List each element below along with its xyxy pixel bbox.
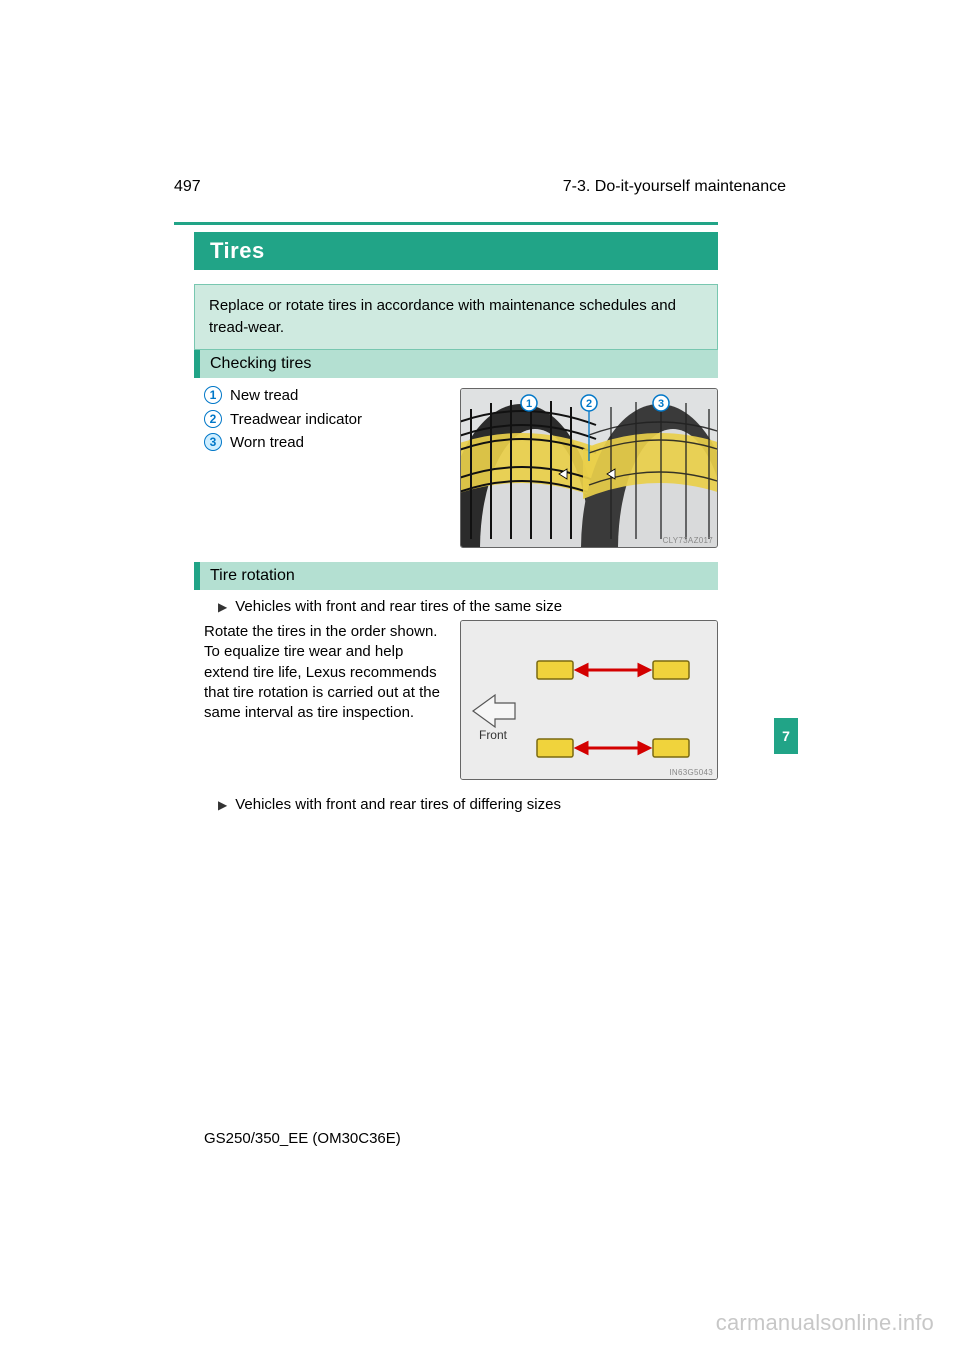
subheader-text: Tire rotation (210, 567, 295, 585)
subheader-text: Checking tires (210, 355, 311, 373)
case-label: Vehicles with front and rear tires of di… (235, 796, 561, 813)
doc-code-text: GS250/350_EE (OM30C36E) (204, 1130, 401, 1147)
checking-tires-list: 1 New tread 2 Treadwear indicator 3 Worn… (204, 386, 434, 457)
doc-code: GS250/350_EE (OM30C36E) (204, 1130, 401, 1147)
list-item: 2 Treadwear indicator (204, 410, 434, 430)
svg-text:3: 3 (658, 398, 664, 410)
figure-ref: CLY73AZ017 (663, 536, 713, 545)
rotation-paragraph: Rotate the tires in the order shown.To e… (204, 622, 444, 723)
marker-3-icon: 3 (204, 433, 222, 451)
title-text: Tires (210, 238, 265, 264)
svg-text:2: 2 (586, 398, 592, 410)
svg-text:1: 1 (526, 398, 532, 410)
rotation-case-2: ▶ Vehicles with front and rear tires of … (218, 796, 561, 813)
figure-rotation-diagram: Front IN63G5043 (460, 620, 718, 780)
tire-illustration-svg: 1 2 3 (461, 389, 718, 548)
marker-2-icon: 2 (204, 410, 222, 428)
list-item-label: New tread (230, 386, 298, 406)
arrow-right-icon: ▶ (218, 600, 227, 614)
subheader-checking-tires: Checking tires (194, 350, 718, 378)
section-path: 7-3. Do-it-yourself maintenance (563, 178, 786, 196)
rotation-case-1: ▶ Vehicles with front and rear tires of … (218, 598, 562, 615)
intro-box: Replace or rotate tires in accordance wi… (194, 284, 718, 350)
list-item-label: Treadwear indicator (230, 410, 362, 430)
svg-text:Front: Front (479, 728, 508, 742)
list-item: 3 Worn tread (204, 433, 434, 453)
list-item: 1 New tread (204, 386, 434, 406)
intro-text: Replace or rotate tires in accordance wi… (209, 297, 676, 336)
title-bar: Tires (194, 232, 718, 270)
rotation-diagram-svg: Front (461, 621, 718, 780)
case-label: Vehicles with front and rear tires of th… (235, 598, 562, 615)
manual-page: 497 7-3. Do-it-yourself maintenance Tire… (0, 0, 960, 1358)
figure-tire-tread: 1 2 3 CLY73AZ017 (460, 388, 718, 548)
header-rule (174, 222, 718, 225)
page-number: 497 (174, 178, 201, 196)
list-item-label: Worn tread (230, 433, 304, 453)
chapter-tab: 7 (774, 718, 798, 754)
figure-ref: IN63G5043 (669, 768, 713, 777)
arrow-right-icon: ▶ (218, 798, 227, 812)
subheader-tire-rotation: Tire rotation (194, 562, 718, 590)
marker-1-icon: 1 (204, 386, 222, 404)
watermark: carmanualsonline.info (716, 1310, 934, 1336)
